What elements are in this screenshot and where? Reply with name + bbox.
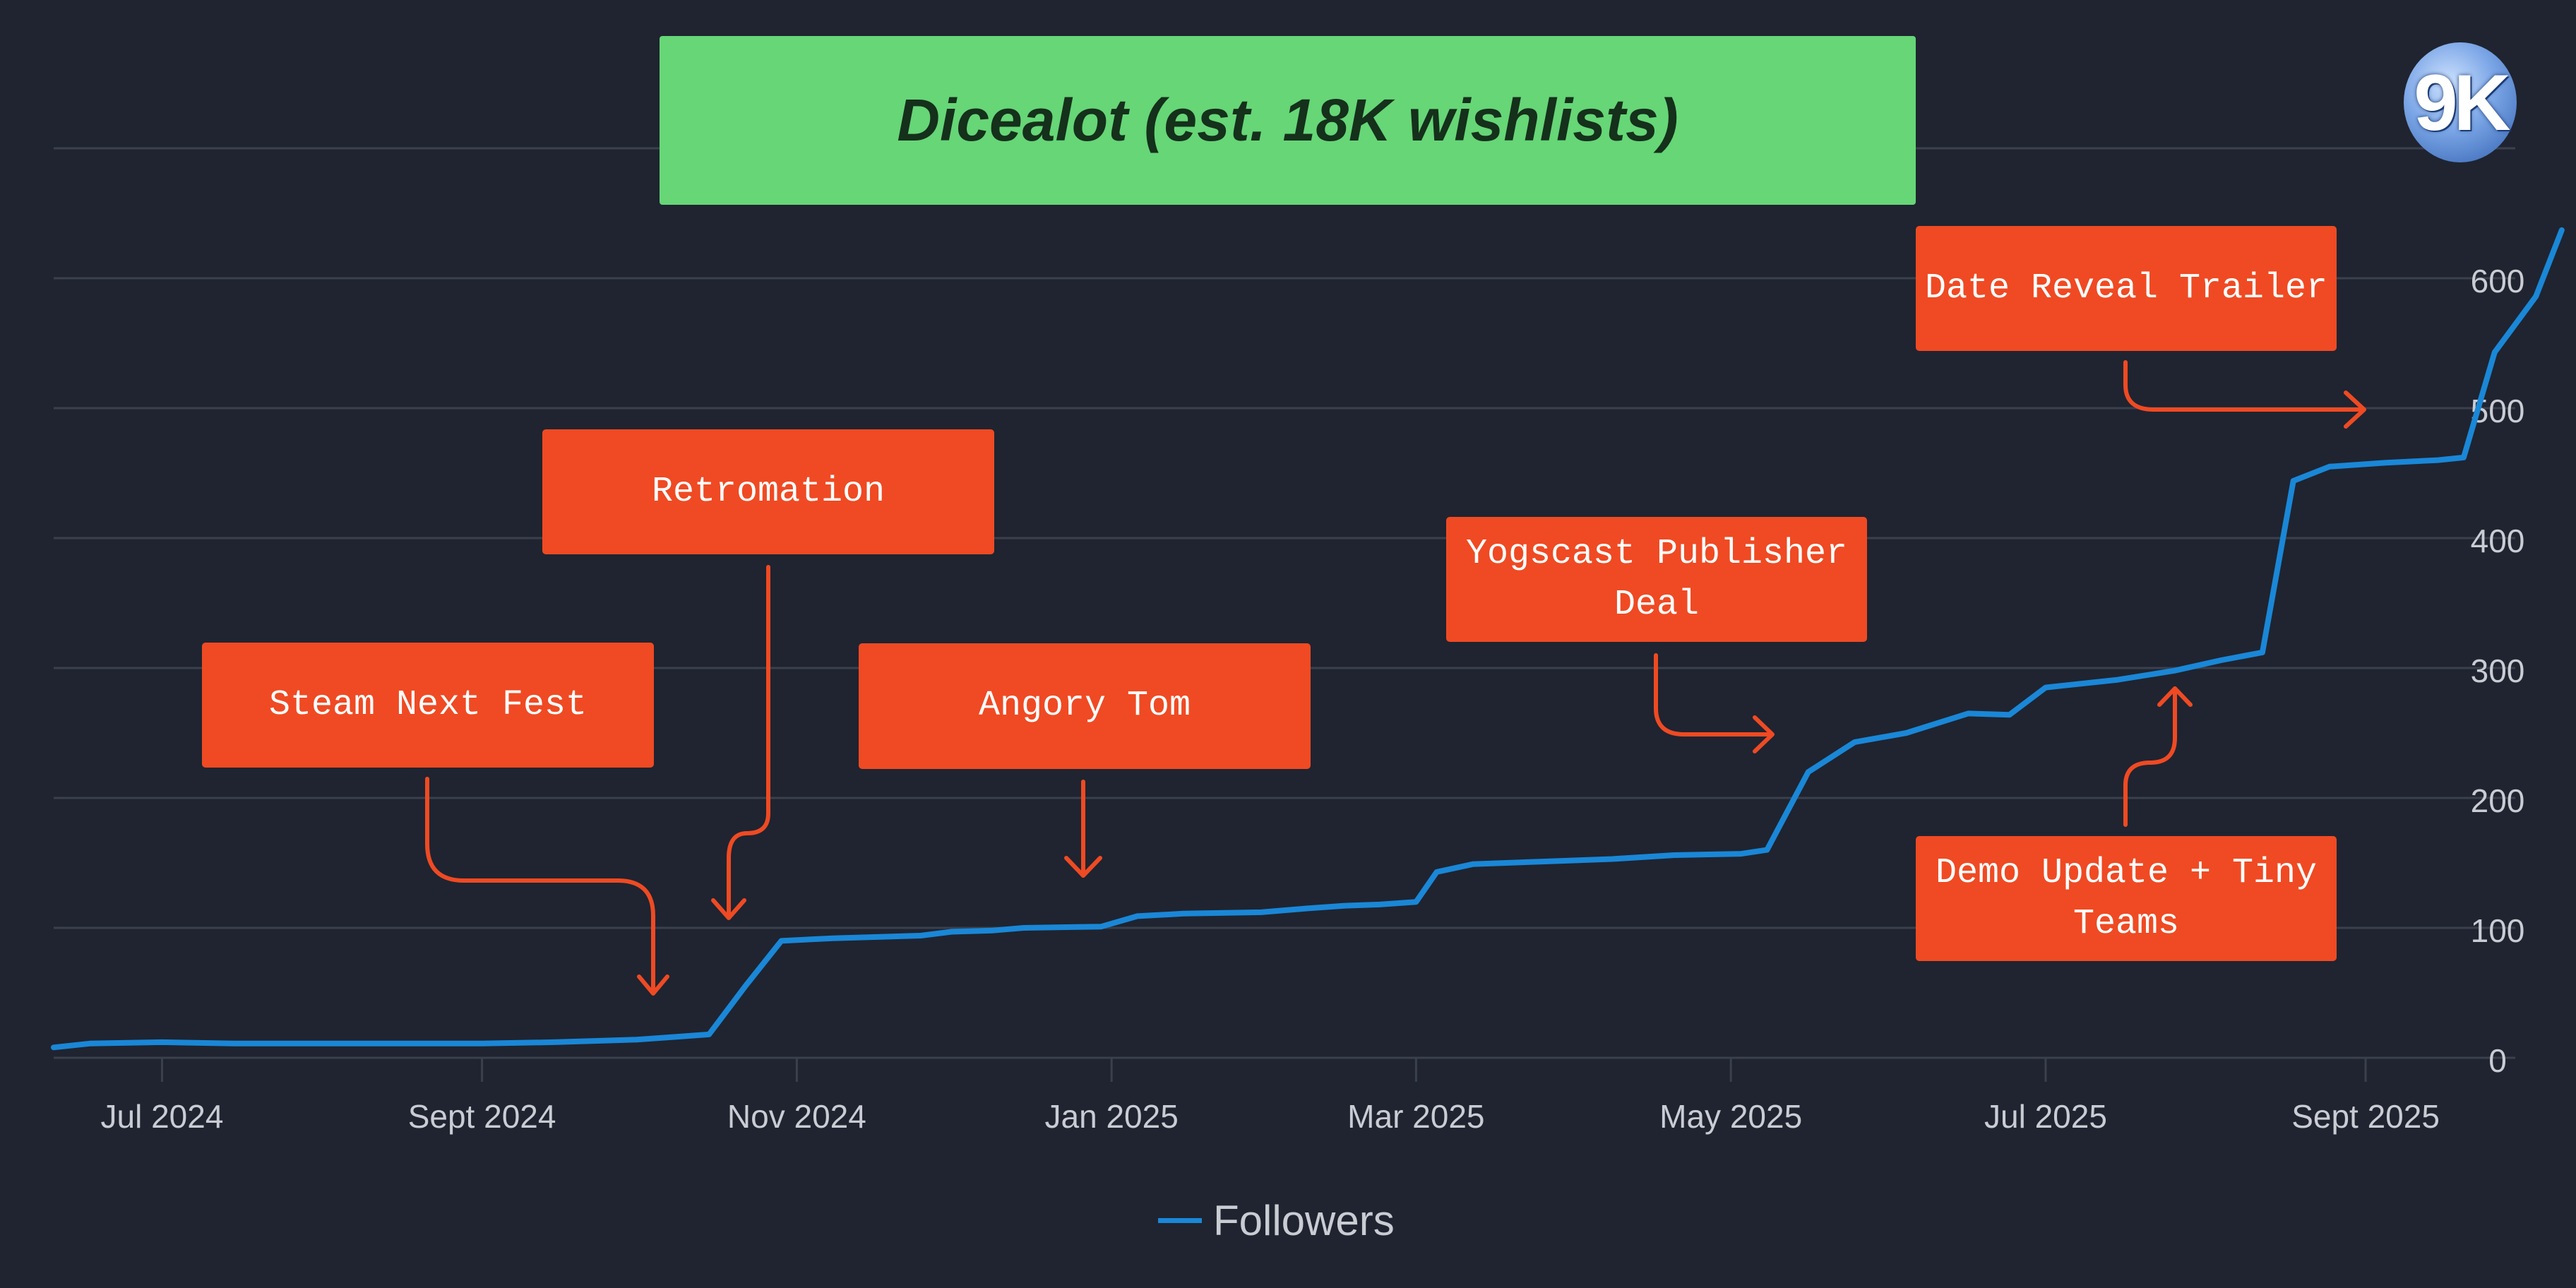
chart-title: Dicealot (est. 18K wishlists) [897,87,1678,153]
x-tick-label: Nov 2024 [727,1098,866,1135]
legend[interactable]: Followers [1158,1195,1395,1245]
arrow-yogscast [1654,653,1775,753]
legend-swatch-followers [1158,1217,1202,1223]
arrow-date-reveal [2123,360,2366,429]
annotation-date-reveal-trailer: Date Reveal Trailer [1916,226,2337,351]
annotation-label: Angory Tom [978,686,1191,726]
x-axis: Jul 2024 Sept 2024 Nov 2024 Jan 2025 Mar 202… [101,1058,2440,1135]
x-tick-label: Jul 2024 [101,1098,224,1135]
annotation-steam-next-fest: Steam Next Fest [202,643,654,768]
y-tick-label: 400 [2471,523,2525,559]
chart-title-banner: Dicealot (est. 18K wishlists) [660,36,1916,205]
annotation-label: Steam Next Fest [268,684,588,725]
y-tick-label: 600 [2471,263,2525,299]
y-tick-label: 0 [2488,1042,2507,1079]
annotation-yogscast-publisher-deal: Yogscast Publisher Deal [1446,517,1867,642]
y-tick-label: 300 [2471,652,2525,689]
arrow-angory-tom [1064,780,1102,878]
arrow-shaft [727,565,770,919]
annotation-label: Demo Update + Tiny Teams [1935,852,2318,944]
logo-text: 9K [2414,58,2510,147]
arrow-shaft [1654,653,1773,737]
arrow-shaft [2123,360,2365,412]
annotation-arrows [425,360,2366,996]
arrow-demo-update [2123,686,2193,827]
series-layer [51,227,2565,1051]
x-tick-label: Jan 2025 [1045,1098,1179,1135]
arrow-head [637,974,669,996]
arrow-head [1064,856,1102,878]
x-tick-label: Jul 2025 [1984,1098,2107,1135]
arrow-head [1753,715,1775,753]
arrow-head [711,898,746,920]
arrow-head [2157,686,2193,707]
annotation-label: Retromation [651,471,886,512]
annotation-angory-tom: Angory Tom [859,643,1311,769]
annotation-label: Date Reveal Trailer [1924,268,2328,309]
logo-badge: 9K [2404,42,2517,162]
arrow-steam-next-fest [425,777,669,996]
x-tick-label: May 2025 [1659,1098,1802,1135]
annotation-label: Yogscast Publisher Deal [1465,533,1848,625]
arrow-retromation [711,565,770,920]
y-tick-label: 200 [2471,782,2525,819]
y-tick-label: 100 [2471,912,2525,949]
legend-label-followers: Followers [1213,1196,1395,1244]
x-tick-label: Mar 2025 [1347,1098,1484,1135]
series-line-followers [51,227,2565,1051]
annotation-demo-update-tiny-teams: Demo Update + Tiny Teams [1916,836,2337,961]
x-tick-label: Sept 2024 [408,1098,556,1135]
arrow-shaft [425,777,655,994]
arrow-shaft [2123,686,2177,827]
x-tick-label: Sept 2025 [2291,1098,2440,1135]
annotation-retromation: Retromation [542,429,994,554]
arrow-head [2344,390,2366,429]
